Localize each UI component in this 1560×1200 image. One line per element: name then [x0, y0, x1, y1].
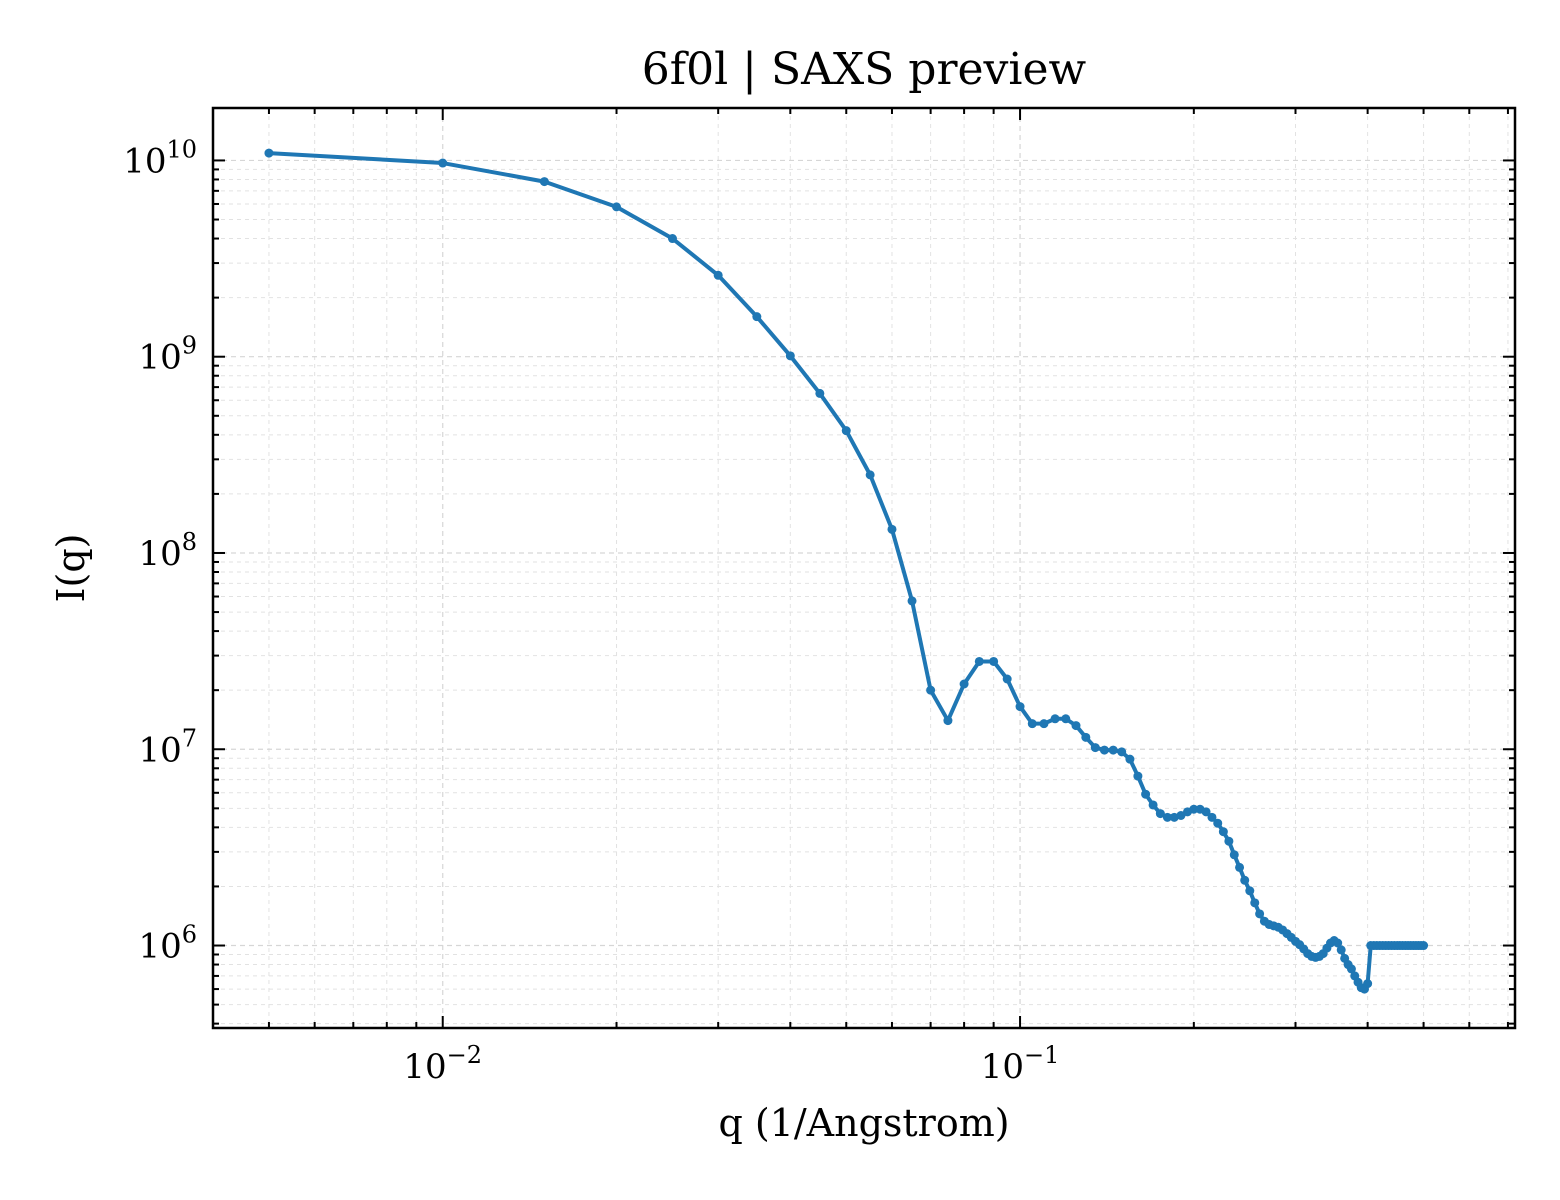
data-point: [1336, 945, 1346, 955]
grid: [212, 108, 1515, 1028]
data-point: [713, 270, 723, 280]
data-point: [612, 202, 622, 212]
data-point: [785, 351, 795, 361]
data-point: [1189, 804, 1199, 814]
data-point: [907, 596, 917, 606]
x-tick-label: 10−1: [981, 1041, 1060, 1087]
data-point: [1235, 862, 1245, 872]
data-point: [974, 656, 984, 666]
y-tick-label: 1010: [123, 135, 197, 181]
y-axis-label: I(q): [49, 534, 93, 603]
data-point: [1333, 938, 1343, 948]
ticks: [212, 108, 1515, 1028]
data-point: [752, 312, 762, 322]
data-point: [1207, 812, 1217, 822]
data-point: [1155, 809, 1165, 819]
data-point: [539, 177, 549, 187]
data-point: [438, 158, 448, 168]
data-point: [1141, 789, 1151, 799]
data-point: [943, 716, 953, 726]
data-point: [1224, 836, 1234, 846]
data-point: [1081, 732, 1091, 742]
data-point: [1039, 719, 1049, 729]
data-point: [1363, 979, 1373, 989]
data-point: [1099, 745, 1109, 755]
plot-frame: [211, 106, 1517, 1030]
data-point: [1201, 807, 1211, 817]
x-axis-label: q (1/Angstrom): [718, 1101, 1009, 1145]
data-point: [959, 679, 969, 689]
y-tick-label: 109: [138, 332, 197, 378]
series-layer: [264, 148, 1429, 994]
data-point: [1148, 800, 1158, 810]
data-point: [1229, 850, 1239, 860]
chart-title: 6f0l | SAXS preview: [642, 44, 1087, 95]
data-point: [1125, 754, 1135, 764]
data-point: [667, 234, 677, 244]
data-point: [1419, 941, 1429, 951]
y-tick-label: 106: [138, 921, 197, 967]
data-point: [1133, 771, 1143, 781]
data-point: [1245, 886, 1255, 896]
tick-labels: 10−2 10−1 106 107 108 109 1010: [123, 135, 1059, 1087]
data-point: [264, 148, 274, 158]
data-point: [989, 656, 999, 666]
data-point: [1002, 674, 1012, 684]
x-tick-label: 10−2: [403, 1041, 482, 1087]
data-point: [1027, 719, 1037, 729]
data-point: [1255, 909, 1265, 919]
data-point: [1117, 747, 1127, 757]
data-point: [1050, 714, 1060, 724]
data-point: [841, 426, 851, 436]
data-point: [1346, 964, 1356, 974]
data-point: [1108, 745, 1118, 755]
data-point: [1061, 714, 1071, 724]
data-point: [1240, 875, 1250, 885]
y-tick-label: 107: [138, 724, 197, 770]
y-tick-label: 108: [138, 528, 197, 574]
data-point: [1218, 827, 1228, 837]
data-point: [1250, 898, 1260, 908]
data-point: [1071, 721, 1081, 731]
data-point: [1213, 818, 1223, 828]
data-point: [926, 685, 936, 695]
data-point: [1090, 743, 1100, 753]
data-point: [1162, 812, 1172, 822]
data-point: [887, 524, 897, 534]
data-point: [1015, 702, 1025, 712]
data-point: [815, 388, 825, 398]
data-point: [865, 470, 875, 480]
